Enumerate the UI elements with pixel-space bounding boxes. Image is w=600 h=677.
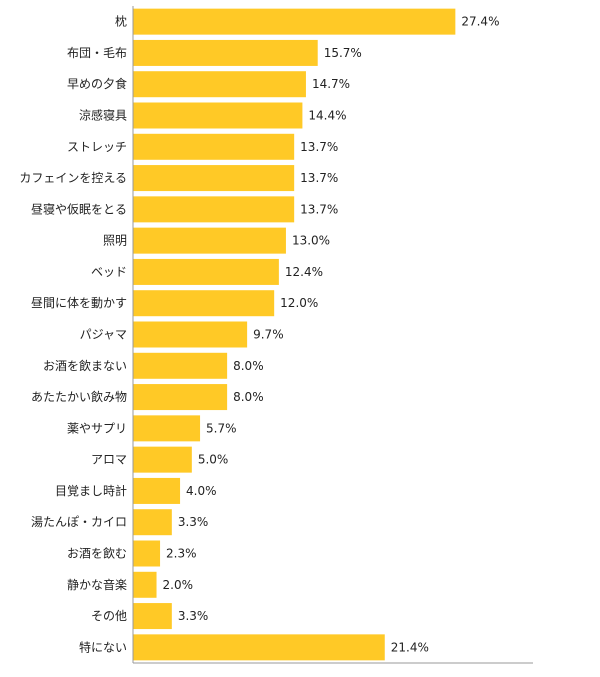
bar-9 — [133, 290, 275, 317]
bar-5 — [133, 165, 295, 192]
category-label-16: 湯たんぽ・カイロ — [31, 515, 127, 529]
value-labels-group: 27.4% 15.7% 14.7% 14.4% 13.7% 13.7% 13.7% 13.0%… — [163, 15, 500, 655]
value-label-20: 21.4% — [391, 640, 429, 654]
bar-11 — [133, 352, 228, 379]
value-label-19: 3.3% — [178, 609, 209, 623]
value-label-17: 2.3% — [166, 547, 197, 561]
value-label-13: 5.7% — [206, 421, 237, 435]
bar-4 — [133, 133, 295, 160]
value-label-15: 4.0% — [186, 484, 217, 498]
category-label-7: 照明 — [103, 234, 127, 248]
value-label-7: 13.0% — [292, 234, 330, 248]
bar-15 — [133, 477, 181, 504]
bar-16 — [133, 509, 172, 536]
category-label-20: 特にない — [79, 639, 127, 654]
category-label-5: カフェインを控える — [19, 171, 127, 185]
bar-1 — [133, 39, 318, 66]
bar-18 — [133, 571, 157, 598]
category-label-1: 布団・毛布 — [67, 46, 127, 60]
value-label-18: 2.0% — [163, 578, 194, 592]
bar-17 — [133, 540, 161, 567]
category-label-3: 涼感寝具 — [79, 108, 127, 123]
value-label-3: 14.4% — [308, 109, 346, 123]
category-label-0: 枕 — [115, 14, 127, 29]
bar-14 — [133, 446, 192, 473]
value-label-8: 12.4% — [285, 265, 323, 279]
category-label-13: 薬やサプリ — [67, 421, 127, 435]
category-label-8: ベッド — [91, 265, 127, 279]
category-label-15: 目覚まし時計 — [55, 483, 127, 498]
value-label-10: 9.7% — [253, 328, 284, 342]
category-label-17: お酒を飲む — [67, 546, 127, 561]
value-label-12: 8.0% — [233, 390, 264, 404]
category-label-10: パジャマ — [80, 328, 127, 342]
value-label-0: 27.4% — [461, 15, 499, 29]
bars-group — [133, 8, 456, 661]
category-label-4: ストレッチ — [67, 140, 127, 154]
bar-8 — [133, 258, 279, 285]
value-label-2: 14.7% — [312, 77, 350, 91]
bar-0 — [133, 8, 456, 35]
bar-20 — [133, 634, 385, 661]
value-label-1: 15.7% — [324, 46, 362, 60]
value-label-6: 13.7% — [300, 202, 338, 216]
bar-2 — [133, 71, 306, 98]
category-label-6: 昼寝や仮眠をとる — [31, 201, 127, 216]
bar-19 — [133, 603, 172, 630]
value-label-9: 12.0% — [280, 296, 318, 310]
value-label-16: 3.3% — [178, 515, 209, 529]
bar-10 — [133, 321, 248, 348]
value-label-11: 8.0% — [233, 359, 264, 373]
category-label-9: 昼間に体を動かす — [31, 296, 127, 310]
category-label-11: お酒を飲まない — [43, 358, 127, 373]
value-label-5: 13.7% — [300, 171, 338, 185]
category-labels-group: 枕布団・毛布早めの夕食涼感寝具ストレッチカフェインを控える昼寝や仮眠をとる照明ベ… — [19, 14, 127, 655]
bar-3 — [133, 102, 303, 129]
value-label-4: 13.7% — [300, 140, 338, 154]
bar-6 — [133, 196, 295, 223]
category-label-18: 静かな音楽 — [67, 577, 127, 592]
bar-12 — [133, 384, 228, 411]
category-label-2: 早めの夕食 — [67, 76, 127, 91]
category-label-12: あたたかい飲み物 — [31, 389, 127, 404]
value-label-14: 5.0% — [198, 453, 229, 467]
category-label-19: その他 — [91, 609, 127, 623]
bar-7 — [133, 227, 286, 254]
category-label-14: アロマ — [91, 453, 127, 467]
bar-13 — [133, 415, 201, 442]
